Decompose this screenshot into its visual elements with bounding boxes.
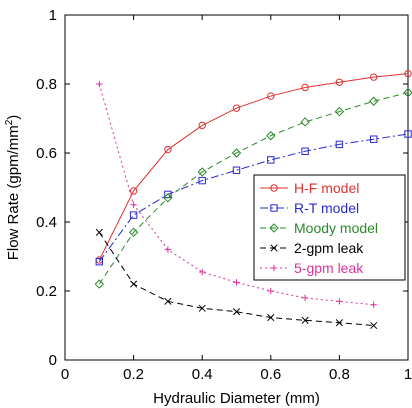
data-point-diamond xyxy=(368,96,379,106)
plot-area xyxy=(64,14,412,361)
series-2-gpm-leak xyxy=(95,228,378,330)
data-point-x xyxy=(335,319,343,327)
data-point-diamond xyxy=(300,117,310,127)
legend-label: Moody model xyxy=(294,220,378,236)
data-point-circle xyxy=(301,83,309,92)
legend-box xyxy=(253,174,406,281)
data-point-circle xyxy=(129,187,138,195)
series-r-t-model xyxy=(95,130,412,266)
data-point-circle xyxy=(198,121,206,130)
x-tick-label: 0 xyxy=(61,366,69,383)
data-point-square xyxy=(267,156,275,164)
data-point-plus xyxy=(336,298,343,305)
series-line xyxy=(98,232,374,326)
data-point-square xyxy=(232,166,241,174)
data-point-circle xyxy=(270,184,278,192)
data-point-plus xyxy=(130,201,137,208)
y-tick-label: 0.6 xyxy=(36,145,57,162)
tick-labels: 0 0.2 0.4 0.6 0.8 1 0 0.2 0.4 0.6 0.8 1 xyxy=(36,7,412,383)
series-line xyxy=(98,133,409,262)
x-tick-label: 1 xyxy=(404,366,412,383)
legend-label: R-T model xyxy=(294,200,359,216)
y-axis-label: Flow Rate (gpm/mm2) xyxy=(4,115,22,261)
data-point-x xyxy=(267,314,275,322)
data-point-plus xyxy=(233,279,240,286)
plot-frame xyxy=(64,14,409,361)
data-point-x xyxy=(232,308,241,316)
axis-ticks xyxy=(64,14,409,361)
data-point-square xyxy=(370,135,378,143)
y-tick-label: 0 xyxy=(49,352,57,369)
data-point-x xyxy=(370,321,378,330)
legend-entry-5-gpm-leak: 5-gpm leak xyxy=(260,260,364,276)
data-point-diamond xyxy=(128,227,139,238)
data-point-square xyxy=(129,211,138,219)
data-point-x xyxy=(164,297,172,305)
x-tick-label: 0.8 xyxy=(329,366,350,383)
legend-label: H-F model xyxy=(294,180,359,196)
data-point-circle xyxy=(232,104,241,112)
x-axis-label: Hydraulic Diameter (mm) xyxy=(153,390,320,407)
legend-entries: H-F model R-T model Moody model 2-gpm leak 5… xyxy=(260,180,378,276)
data-point-x xyxy=(130,280,138,288)
data-point-circle xyxy=(370,73,378,81)
data-point-x xyxy=(270,244,278,252)
data-point-square xyxy=(301,147,309,155)
data-point-circle xyxy=(164,145,172,154)
data-point-square xyxy=(198,176,206,185)
y-tick-label: 0.8 xyxy=(36,76,57,93)
series-layer xyxy=(94,69,412,330)
y-axis-label-superscript: 2 xyxy=(4,119,15,125)
data-point-diamond xyxy=(269,223,279,233)
legend-label: 2-gpm leak xyxy=(294,240,364,256)
data-point-diamond xyxy=(334,106,345,117)
legend-entry-moody-model: Moody model xyxy=(260,220,378,236)
data-point-circle xyxy=(404,69,412,78)
data-point-square xyxy=(95,257,103,266)
x-tick-label: 0.2 xyxy=(123,366,144,383)
series-line xyxy=(98,92,409,285)
series-h-f-model xyxy=(95,69,412,264)
series-5-gpm-leak xyxy=(96,80,377,308)
legend-entry-h-f-model: H-F model xyxy=(260,180,359,196)
y-tick-label: 1 xyxy=(49,7,57,24)
data-point-diamond xyxy=(231,148,242,158)
x-tick-label: 0.4 xyxy=(192,366,213,383)
y-axis-label-main: Flow Rate (gpm/mm xyxy=(5,125,22,260)
legend-entry-r-t-model: R-T model xyxy=(260,200,359,216)
legend-entry-2-gpm-leak: 2-gpm leak xyxy=(260,240,364,256)
data-point-plus xyxy=(301,294,309,302)
data-point-x xyxy=(198,304,206,312)
data-point-plus xyxy=(270,264,278,272)
y-tick-label: 0.4 xyxy=(36,214,57,231)
series-moody-model xyxy=(94,87,412,289)
data-point-x xyxy=(301,316,309,324)
data-point-diamond xyxy=(266,131,276,141)
legend: H-F model R-T model Moody model 2-gpm leak 5… xyxy=(253,174,406,281)
series-line xyxy=(98,73,409,261)
y-axis-label-end: ) xyxy=(5,115,22,120)
data-point-plus xyxy=(199,268,206,276)
data-point-diamond xyxy=(403,87,412,98)
data-point-x xyxy=(95,228,103,236)
data-point-plus xyxy=(96,80,103,88)
data-point-diamond xyxy=(94,279,105,289)
data-point-square xyxy=(270,204,278,212)
data-point-plus xyxy=(370,301,377,308)
y-tick-label: 0.2 xyxy=(36,283,57,300)
data-point-plus xyxy=(267,287,274,295)
x-tick-label: 0.6 xyxy=(260,366,281,383)
data-point-circle xyxy=(267,92,275,100)
data-point-square xyxy=(335,140,344,149)
data-point-plus xyxy=(164,246,172,253)
legend-label: 5-gpm leak xyxy=(294,260,364,276)
data-point-diamond xyxy=(163,193,173,203)
data-point-circle xyxy=(335,78,344,86)
data-point-diamond xyxy=(197,167,207,177)
data-point-square xyxy=(404,130,412,138)
